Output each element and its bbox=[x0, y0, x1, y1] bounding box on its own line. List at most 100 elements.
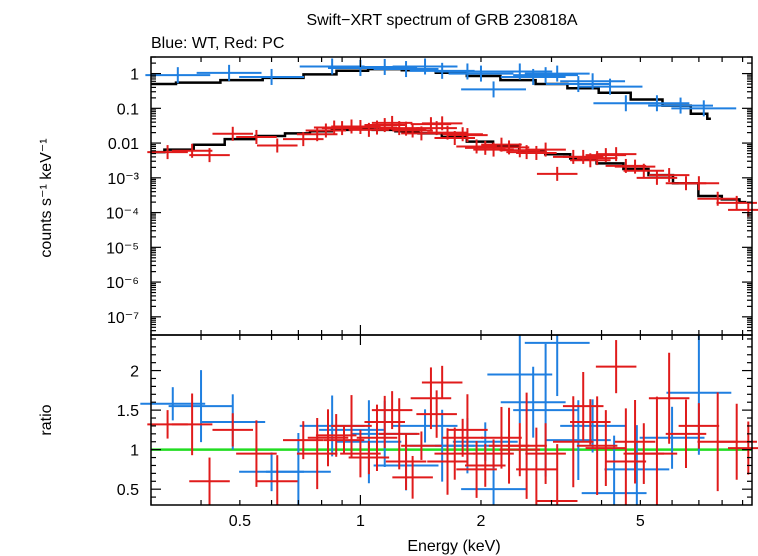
spectrum-point-wt bbox=[239, 68, 304, 85]
spectrum-point-pc bbox=[147, 145, 188, 160]
spectrum-point-pc bbox=[536, 166, 578, 181]
spectrum-point-pc bbox=[716, 195, 757, 210]
ratio-point-pc bbox=[525, 423, 566, 484]
chart-title: Swift−XRT spectrum of GRB 230818A bbox=[306, 12, 577, 29]
chart-subtitle: Blue: WT, Red: PC bbox=[151, 35, 284, 52]
spectrum-point-pc bbox=[525, 142, 566, 157]
spectrum-point-pc bbox=[321, 121, 363, 136]
ratio-point-pc bbox=[421, 365, 463, 400]
model-curve-wt bbox=[151, 67, 711, 121]
ratio-point-pc bbox=[570, 399, 611, 445]
ratio-point-wt bbox=[604, 425, 670, 505]
ratio-point-pc bbox=[516, 427, 557, 505]
ratio-point-wt bbox=[487, 335, 553, 424]
ratio-point-wt bbox=[168, 370, 234, 443]
spectrum-point-wt bbox=[461, 81, 526, 98]
spectrum-point-pc bbox=[636, 170, 678, 185]
y-tick-label: 10⁻⁴ bbox=[106, 206, 139, 223]
ratio-point-pc bbox=[212, 413, 254, 447]
spectrum-point-pc bbox=[678, 176, 720, 191]
spectrum-point-pc bbox=[421, 116, 463, 131]
spectrum-point-pc bbox=[516, 145, 557, 160]
y-tick-label: 10⁻⁷ bbox=[107, 310, 139, 327]
spectrum-point-pc bbox=[212, 126, 254, 141]
y-tick-label: 2 bbox=[130, 364, 139, 381]
spectrum-point-pc bbox=[728, 202, 758, 217]
y-tick-label: 1.5 bbox=[117, 403, 139, 420]
ratio-point-pc bbox=[595, 340, 637, 394]
ratio-point-pc bbox=[499, 423, 541, 477]
spectrum-point-wt bbox=[145, 67, 211, 84]
ratio-point-pc bbox=[171, 393, 213, 456]
spectrum-point-wt bbox=[448, 65, 514, 82]
model-curve-pc bbox=[151, 128, 747, 204]
spectrum-point-pc bbox=[648, 168, 690, 183]
ratio-point-wt bbox=[560, 399, 626, 453]
ratio-point-pc bbox=[456, 440, 497, 498]
spectrum-point-wt bbox=[373, 61, 439, 78]
spectrum-point-pc bbox=[189, 148, 230, 163]
y-tick-label: 0.1 bbox=[117, 101, 139, 118]
ratio-point-pc bbox=[605, 408, 647, 505]
ratio-point-pc bbox=[307, 409, 349, 467]
ratio-point-pc bbox=[728, 421, 758, 475]
spectrum-point-wt bbox=[648, 97, 713, 114]
ratio-point-wt bbox=[500, 366, 566, 438]
x-axis-label: Energy (keV) bbox=[407, 538, 500, 555]
ratio-point-wt bbox=[639, 406, 705, 469]
ratio-point-pc bbox=[465, 444, 506, 487]
ratio-point-pc bbox=[442, 418, 483, 457]
spectrum-point-pc bbox=[305, 123, 347, 138]
ratio-point-pc bbox=[256, 455, 298, 505]
x-tick-label: 2 bbox=[477, 513, 486, 530]
ratio-point-pc bbox=[585, 410, 627, 487]
ratio-point-pc bbox=[416, 390, 457, 438]
y-tick-label: 0.5 bbox=[117, 482, 139, 499]
x-tick-label: 1 bbox=[356, 513, 365, 530]
ratio-point-pc bbox=[553, 396, 594, 488]
y-tick-label: 10⁻⁵ bbox=[106, 240, 139, 257]
ratio-point-pc bbox=[371, 391, 413, 430]
ratio-point-pc bbox=[473, 439, 514, 468]
y-tick-label: 1 bbox=[130, 443, 139, 460]
ratio-point-pc bbox=[434, 427, 476, 480]
ratio-point-wt bbox=[140, 387, 206, 421]
ratio-panel-frame bbox=[150, 334, 753, 506]
spectrum-point-wt bbox=[513, 67, 579, 84]
ratio-point-pc bbox=[189, 457, 230, 505]
ratio-point-pc bbox=[506, 392, 547, 499]
spectrum-point-wt bbox=[577, 78, 643, 95]
y-axis-label-spectrum: counts s⁻¹ keV⁻¹ bbox=[38, 138, 55, 257]
spectrum-point-pc bbox=[392, 123, 433, 138]
spectrum-point-wt bbox=[524, 65, 590, 82]
ratio-point-pc bbox=[410, 367, 452, 430]
ratio-point-pc bbox=[315, 414, 357, 457]
spectrum-point-wt bbox=[671, 100, 737, 117]
ratio-point-pc bbox=[296, 418, 338, 490]
y-tick-label: 10⁻³ bbox=[107, 171, 139, 188]
ratio-point-pc bbox=[378, 398, 420, 470]
ratio-point-pc bbox=[427, 428, 468, 495]
ratio-point-wt bbox=[524, 335, 590, 397]
y-tick-label: 0.01 bbox=[108, 136, 139, 153]
spectrum-point-wt bbox=[196, 64, 262, 81]
spectrum-point-pc bbox=[447, 128, 488, 143]
spectrum-point-pc bbox=[623, 163, 665, 178]
y-tick-label: 10⁻⁶ bbox=[106, 275, 139, 292]
x-tick-label: 0.5 bbox=[229, 513, 251, 530]
ratio-point-pc bbox=[447, 394, 488, 466]
ratio-point-pc bbox=[614, 399, 656, 484]
ratio-point-pc bbox=[392, 455, 433, 499]
ratio-point-pc bbox=[481, 406, 522, 469]
y-tick-label: 1 bbox=[130, 67, 139, 84]
spectrum-point-wt bbox=[500, 68, 566, 85]
ratio-point-pc bbox=[331, 395, 372, 457]
ratio-point-pc bbox=[536, 444, 578, 505]
y-axis-label-ratio: ratio bbox=[38, 404, 55, 435]
ratio-point-pc bbox=[576, 396, 618, 496]
ratio-point-pc bbox=[323, 425, 365, 455]
spectrum-point-pc bbox=[595, 147, 637, 162]
ratio-point-pc bbox=[356, 404, 398, 471]
spectrum-point-wt bbox=[624, 95, 690, 112]
ratio-point-wt bbox=[265, 433, 331, 505]
